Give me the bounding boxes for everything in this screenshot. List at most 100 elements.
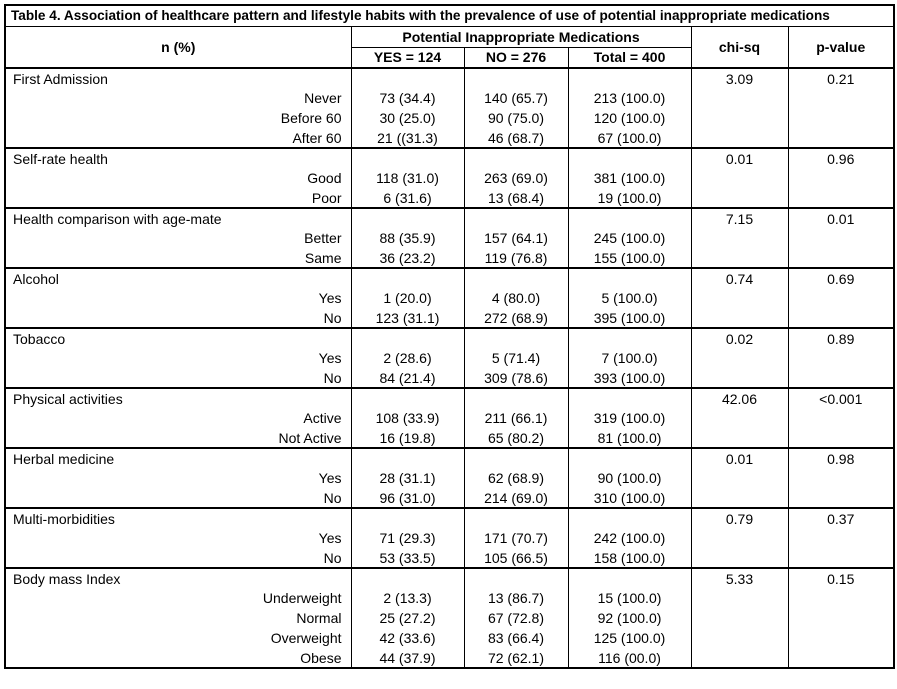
chi-sq-value [690, 228, 789, 248]
row-label: Overweight [4, 628, 352, 648]
p-value-value [787, 488, 895, 508]
header-n-percent: n (%) [4, 26, 352, 69]
yes-cell: 88 (35.9) [350, 228, 465, 248]
no-cell [463, 567, 569, 588]
p-value-value [787, 168, 895, 188]
total-cell: 245 (100.0) [567, 228, 692, 248]
total-cell [567, 207, 692, 228]
row-label: Normal [4, 608, 352, 628]
p-value-value [787, 108, 895, 128]
data-row: After 60 21 ((31.3) 46 (68.7) 67 (100.0) [4, 128, 895, 148]
total-cell: 5 (100.0) [567, 288, 692, 308]
chi-sq-value [690, 548, 789, 568]
data-row: Poor 6 (31.6) 13 (68.4) 19 (100.0) [4, 188, 895, 208]
row-label: Same [4, 248, 352, 268]
total-cell: 393 (100.0) [567, 368, 692, 388]
section-label: Physical activities [4, 387, 352, 408]
yes-cell [350, 567, 465, 588]
data-row: Overweight 42 (33.6) 83 (66.4) 125 (100.0) [4, 628, 895, 648]
data-row: Same 36 (23.2) 119 (76.8) 155 (100.0) [4, 248, 895, 268]
header-subcolumns-row: YES = 124 NO = 276 Total = 400 [5, 46, 894, 69]
yes-cell: 16 (19.8) [350, 428, 465, 448]
p-value-value [787, 468, 895, 488]
chi-sq-value [690, 408, 789, 428]
total-cell: 67 (100.0) [567, 128, 692, 148]
data-row: Obese 44 (37.9) 72 (62.1) 116 (00.0) [4, 648, 895, 668]
yes-cell: 28 (31.1) [350, 468, 465, 488]
p-value-value [787, 608, 895, 628]
chi-sq-value [690, 308, 789, 328]
row-label: Yes [4, 288, 352, 308]
chi-sq-value [690, 608, 789, 628]
yes-cell [350, 147, 465, 168]
header-group-row: n (%) Potential Inappropriate Medication… [4, 26, 895, 69]
row-label: Good [4, 168, 352, 188]
no-cell: 13 (68.4) [463, 188, 569, 208]
chi-sq-value [690, 108, 789, 128]
chi-sq-value [690, 368, 789, 388]
row-label: Yes [4, 528, 352, 548]
p-value-value [787, 588, 895, 608]
p-value-value [787, 188, 895, 208]
no-cell: 46 (68.7) [463, 128, 569, 148]
header-no-column: NO = 276 [463, 46, 569, 69]
row-label: Yes [4, 468, 352, 488]
chi-sq-value [690, 248, 789, 268]
row-label: Poor [4, 188, 352, 208]
section-row: Multi-morbidities 0.79 0.37 [4, 507, 895, 528]
row-label: After 60 [4, 128, 352, 148]
total-cell: 92 (100.0) [567, 608, 692, 628]
chi-sq-value [690, 128, 789, 148]
total-cell: 158 (100.0) [567, 548, 692, 568]
chi-sq-value: 3.09 [690, 67, 789, 88]
yes-cell: 73 (34.4) [350, 88, 465, 108]
section-label: Health comparison with age-mate [4, 207, 352, 228]
row-label: Obese [4, 648, 352, 668]
no-cell: 105 (66.5) [463, 548, 569, 568]
total-cell [567, 327, 692, 348]
no-cell: 90 (75.0) [463, 108, 569, 128]
no-cell: 4 (80.0) [463, 288, 569, 308]
section-label: Body mass Index [4, 567, 352, 588]
section-label: Self-rate health [4, 147, 352, 168]
p-value-value: 0.96 [787, 147, 895, 168]
header-p-value: p-value [787, 26, 895, 69]
no-cell [463, 267, 569, 288]
yes-cell: 96 (31.0) [350, 488, 465, 508]
yes-cell [350, 447, 465, 468]
chi-sq-value [690, 88, 789, 108]
chi-sq-value [690, 428, 789, 448]
no-cell: 83 (66.4) [463, 628, 569, 648]
yes-cell [350, 67, 465, 88]
total-cell [567, 147, 692, 168]
section-row: Self-rate health 0.01 0.96 [4, 147, 895, 168]
data-row: No 123 (31.1) 272 (68.9) 395 (100.0) [4, 308, 895, 328]
p-value-value [787, 428, 895, 448]
no-cell: 67 (72.8) [463, 608, 569, 628]
section-label: Herbal medicine [4, 447, 352, 468]
chi-sq-value: 5.33 [690, 567, 789, 588]
p-value-value [787, 408, 895, 428]
no-cell: 171 (70.7) [463, 528, 569, 548]
chi-sq-value: 7.15 [690, 207, 789, 228]
p-value-value: 0.69 [787, 267, 895, 288]
no-cell: 13 (86.7) [463, 588, 569, 608]
yes-cell [350, 327, 465, 348]
yes-cell: 108 (33.9) [350, 408, 465, 428]
data-row: Before 60 30 (25.0) 90 (75.0) 120 (100.0) [4, 108, 895, 128]
section-row: Body mass Index 5.33 0.15 [4, 567, 895, 588]
no-cell [463, 67, 569, 88]
total-cell: 381 (100.0) [567, 168, 692, 188]
chi-sq-value [690, 188, 789, 208]
yes-cell: 42 (33.6) [350, 628, 465, 648]
yes-cell: 123 (31.1) [350, 308, 465, 328]
chi-sq-value [690, 588, 789, 608]
total-cell [567, 447, 692, 468]
total-cell [567, 267, 692, 288]
row-label: No [4, 548, 352, 568]
p-value-value [787, 648, 895, 668]
p-value-value: 0.21 [787, 67, 895, 88]
yes-cell: 2 (28.6) [350, 348, 465, 368]
data-row: Yes 2 (28.6) 5 (71.4) 7 (100.0) [4, 348, 895, 368]
